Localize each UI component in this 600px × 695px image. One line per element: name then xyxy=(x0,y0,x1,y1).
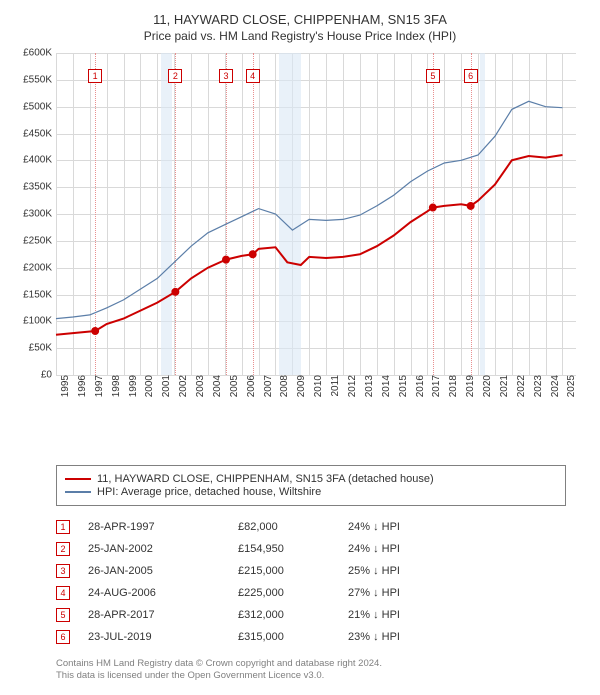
y-axis-label: £600K xyxy=(23,48,56,59)
transactions-table: 1 28-APR-1997£82,00024% ↓ HPI 2 25-JAN-2002… xyxy=(56,516,588,648)
transaction-price: £225,000 xyxy=(238,587,348,599)
footer-attribution: Contains HM Land Registry data © Crown c… xyxy=(56,658,588,683)
y-axis-label: £350K xyxy=(23,182,56,193)
transaction-number: 2 xyxy=(56,542,70,556)
x-axis-label: 2018 xyxy=(444,375,459,397)
transaction-price: £154,950 xyxy=(238,543,348,555)
transaction-row: 6 23-JUL-2019£315,00023% ↓ HPI xyxy=(56,626,588,648)
x-axis-label: 2011 xyxy=(326,375,341,397)
transaction-hpi-delta: 23% ↓ HPI xyxy=(348,631,400,643)
series-property xyxy=(56,155,563,335)
transaction-number: 5 xyxy=(56,608,70,622)
transaction-row: 3 26-JAN-2005£215,00025% ↓ HPI xyxy=(56,560,588,582)
x-axis-label: 2013 xyxy=(360,375,375,397)
x-axis-label: 2016 xyxy=(411,375,426,397)
x-axis-label: 2005 xyxy=(225,375,240,397)
legend-item: 11, HAYWARD CLOSE, CHIPPENHAM, SN15 3FA … xyxy=(65,473,557,485)
y-axis-label: £50K xyxy=(29,343,56,354)
data-point xyxy=(467,202,475,210)
transaction-price: £215,000 xyxy=(238,565,348,577)
transaction-date: 26-JAN-2005 xyxy=(88,565,238,577)
x-axis-label: 2006 xyxy=(242,375,257,397)
y-axis-label: £150K xyxy=(23,289,56,300)
x-axis-label: 2024 xyxy=(546,375,561,397)
x-axis-label: 2021 xyxy=(495,375,510,397)
transaction-hpi-delta: 21% ↓ HPI xyxy=(348,609,400,621)
transaction-hpi-delta: 25% ↓ HPI xyxy=(348,565,400,577)
data-point xyxy=(91,327,99,335)
y-axis-label: £500K xyxy=(23,101,56,112)
transaction-number: 1 xyxy=(56,520,70,534)
y-axis-label: £100K xyxy=(23,316,56,327)
x-axis-label: 1998 xyxy=(107,375,122,397)
legend-label: 11, HAYWARD CLOSE, CHIPPENHAM, SN15 3FA … xyxy=(97,473,434,485)
x-axis-label: 2019 xyxy=(461,375,476,397)
transaction-number: 3 xyxy=(56,564,70,578)
x-axis-label: 2008 xyxy=(275,375,290,397)
x-axis-label: 2007 xyxy=(259,375,274,397)
x-axis-label: 2014 xyxy=(377,375,392,397)
y-axis-label: £550K xyxy=(23,74,56,85)
footer-line: This data is licensed under the Open Gov… xyxy=(56,670,588,682)
y-axis-label: £0 xyxy=(41,370,56,381)
chart-subtitle: Price paid vs. HM Land Registry's House … xyxy=(12,29,588,43)
y-axis-label: £300K xyxy=(23,209,56,220)
transaction-row: 4 24-AUG-2006£225,00027% ↓ HPI xyxy=(56,582,588,604)
x-axis-label: 2009 xyxy=(292,375,307,397)
y-axis-label: £250K xyxy=(23,235,56,246)
x-axis-label: 1995 xyxy=(56,375,71,397)
transaction-date: 24-AUG-2006 xyxy=(88,587,238,599)
transaction-row: 1 28-APR-1997£82,00024% ↓ HPI xyxy=(56,516,588,538)
y-axis-label: £400K xyxy=(23,155,56,166)
transaction-date: 28-APR-2017 xyxy=(88,609,238,621)
data-point xyxy=(222,256,230,264)
x-axis-label: 2000 xyxy=(140,375,155,397)
data-point xyxy=(171,288,179,296)
transaction-hpi-delta: 24% ↓ HPI xyxy=(348,543,400,555)
transaction-row: 5 28-APR-2017£312,00021% ↓ HPI xyxy=(56,604,588,626)
x-axis-label: 2017 xyxy=(427,375,442,397)
transaction-number: 6 xyxy=(56,630,70,644)
transaction-price: £312,000 xyxy=(238,609,348,621)
x-axis-label: 2002 xyxy=(174,375,189,397)
x-axis-label: 2010 xyxy=(309,375,324,397)
legend-label: HPI: Average price, detached house, Wilt… xyxy=(97,486,321,498)
footer-line: Contains HM Land Registry data © Crown c… xyxy=(56,658,588,670)
x-axis-label: 2012 xyxy=(343,375,358,397)
series-hpi xyxy=(56,101,563,318)
y-axis-label: £200K xyxy=(23,262,56,273)
transaction-number: 4 xyxy=(56,586,70,600)
x-axis-label: 2003 xyxy=(191,375,206,397)
legend-item: HPI: Average price, detached house, Wilt… xyxy=(65,486,557,498)
x-axis-label: 2023 xyxy=(529,375,544,397)
transaction-date: 25-JAN-2002 xyxy=(88,543,238,555)
y-axis-label: £450K xyxy=(23,128,56,139)
x-axis-label: 1997 xyxy=(90,375,105,397)
x-axis-label: 1999 xyxy=(124,375,139,397)
transaction-price: £82,000 xyxy=(238,521,348,533)
data-point xyxy=(429,204,437,212)
x-axis-label: 2025 xyxy=(562,375,577,397)
legend: 11, HAYWARD CLOSE, CHIPPENHAM, SN15 3FA … xyxy=(56,465,566,506)
legend-swatch xyxy=(65,478,91,480)
data-point xyxy=(249,250,257,258)
plot-area: £0£50K£100K£150K£200K£250K£300K£350K£400… xyxy=(56,53,576,375)
transaction-price: £315,000 xyxy=(238,631,348,643)
transaction-hpi-delta: 27% ↓ HPI xyxy=(348,587,400,599)
x-axis-label: 2001 xyxy=(157,375,172,397)
x-axis-label: 1996 xyxy=(73,375,88,397)
x-axis-label: 2015 xyxy=(394,375,409,397)
transaction-date: 23-JUL-2019 xyxy=(88,631,238,643)
transaction-date: 28-APR-1997 xyxy=(88,521,238,533)
transaction-row: 2 25-JAN-2002£154,95024% ↓ HPI xyxy=(56,538,588,560)
chart-title: 11, HAYWARD CLOSE, CHIPPENHAM, SN15 3FA xyxy=(12,12,588,27)
chart-container: £0 £50K £100K £150K £200K £250K £300K £350K £400… xyxy=(12,53,588,423)
x-axis-label: 2022 xyxy=(512,375,527,397)
transaction-hpi-delta: 24% ↓ HPI xyxy=(348,521,400,533)
x-axis-label: 2020 xyxy=(478,375,493,397)
legend-swatch xyxy=(65,491,91,493)
x-axis-label: 2004 xyxy=(208,375,223,397)
